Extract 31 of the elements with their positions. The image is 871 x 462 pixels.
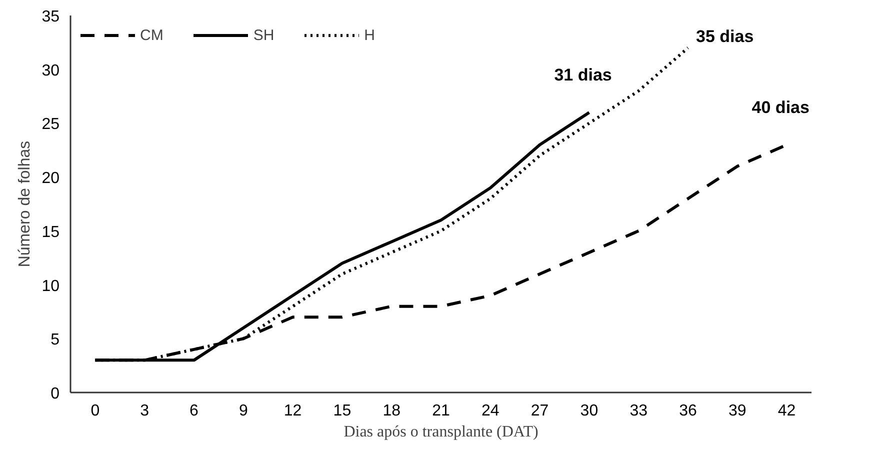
x-tick-label: 42 bbox=[778, 402, 796, 420]
x-tick-label: 9 bbox=[238, 402, 248, 420]
x-tick-label: 15 bbox=[333, 402, 352, 420]
annotation: 40 dias bbox=[752, 98, 810, 117]
legend-label: CM bbox=[140, 26, 164, 44]
x-tick-label: 18 bbox=[382, 402, 401, 420]
x-tick-label: 30 bbox=[580, 402, 598, 420]
x-tick-label: 24 bbox=[482, 402, 500, 420]
y-axis-title: Número de folhas bbox=[16, 140, 34, 268]
x-tick-label: 39 bbox=[728, 402, 746, 420]
x-tick-label: 21 bbox=[432, 402, 450, 420]
y-tick-label: 25 bbox=[42, 116, 60, 134]
legend-label: H bbox=[364, 26, 376, 44]
annotation: 31 dias bbox=[554, 65, 612, 84]
y-tick-label: 10 bbox=[42, 278, 60, 295]
x-tick-label: 33 bbox=[630, 402, 648, 420]
y-tick-label: 0 bbox=[50, 386, 60, 402]
y-tick-label: 15 bbox=[42, 224, 60, 241]
legend-label: SH bbox=[253, 26, 274, 44]
x-axis-title: Dias após o transplante (DAT) bbox=[344, 424, 538, 440]
x-tick-label: 27 bbox=[530, 402, 549, 420]
x-tick-label: 12 bbox=[284, 402, 302, 420]
y-tick-label: 30 bbox=[42, 62, 60, 80]
x-tick-label: 0 bbox=[90, 402, 100, 420]
y-tick-label: 5 bbox=[50, 332, 60, 349]
x-tick-label: 6 bbox=[190, 402, 199, 420]
y-tick-label: 35 bbox=[42, 8, 60, 26]
x-tick-label: 36 bbox=[679, 402, 697, 420]
x-tick-label: 3 bbox=[140, 402, 150, 420]
annotation: 35 dias bbox=[696, 26, 754, 46]
y-tick-label: 20 bbox=[42, 170, 60, 188]
